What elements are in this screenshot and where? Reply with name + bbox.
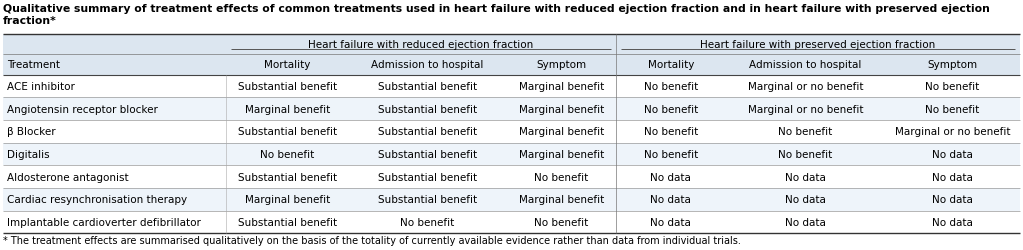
Bar <box>3 211 1020 233</box>
Text: Heart failure with reduced ejection fraction: Heart failure with reduced ejection frac… <box>308 40 533 50</box>
Text: No benefit: No benefit <box>260 149 314 159</box>
Text: No benefit: No benefit <box>779 149 833 159</box>
Bar <box>3 75 1020 98</box>
Text: No data: No data <box>651 172 692 182</box>
Bar <box>3 188 1020 211</box>
Bar <box>3 35 1020 55</box>
Text: Marginal benefit: Marginal benefit <box>519 194 604 204</box>
Text: Marginal benefit: Marginal benefit <box>519 104 604 114</box>
Text: Cardiac resynchronisation therapy: Cardiac resynchronisation therapy <box>7 194 187 204</box>
Text: Substantial benefit: Substantial benefit <box>379 127 477 137</box>
Text: Mortality: Mortality <box>648 60 694 70</box>
Text: Substantial benefit: Substantial benefit <box>237 127 337 137</box>
Text: Symptom: Symptom <box>536 60 586 70</box>
Text: Substantial benefit: Substantial benefit <box>379 172 477 182</box>
Text: No data: No data <box>651 217 692 227</box>
Text: Marginal or no benefit: Marginal or no benefit <box>748 104 863 114</box>
Text: No data: No data <box>785 194 826 204</box>
Text: Substantial benefit: Substantial benefit <box>237 217 337 227</box>
Text: Marginal benefit: Marginal benefit <box>519 127 604 137</box>
Text: ACE inhibitor: ACE inhibitor <box>7 82 75 92</box>
Text: No benefit: No benefit <box>534 172 588 182</box>
Text: Substantial benefit: Substantial benefit <box>379 149 477 159</box>
Text: Marginal benefit: Marginal benefit <box>244 104 329 114</box>
Text: Marginal benefit: Marginal benefit <box>519 149 604 159</box>
Text: No data: No data <box>932 149 973 159</box>
Text: Aldosterone antagonist: Aldosterone antagonist <box>7 172 129 182</box>
Text: Mortality: Mortality <box>264 60 310 70</box>
Text: No data: No data <box>785 217 826 227</box>
Text: No benefit: No benefit <box>643 149 698 159</box>
Text: Substantial benefit: Substantial benefit <box>237 172 337 182</box>
Text: Marginal or no benefit: Marginal or no benefit <box>748 82 863 92</box>
Text: β Blocker: β Blocker <box>7 127 56 137</box>
Text: Marginal benefit: Marginal benefit <box>244 194 329 204</box>
Text: Implantable cardioverter defibrillator: Implantable cardioverter defibrillator <box>7 217 202 227</box>
Bar <box>3 55 1020 75</box>
Text: Marginal benefit: Marginal benefit <box>519 82 604 92</box>
Text: No data: No data <box>932 172 973 182</box>
Text: No benefit: No benefit <box>643 82 698 92</box>
Text: Symptom: Symptom <box>928 60 978 70</box>
Text: No data: No data <box>932 217 973 227</box>
Text: No benefit: No benefit <box>400 217 455 227</box>
Text: No data: No data <box>651 194 692 204</box>
Text: No benefit: No benefit <box>534 217 588 227</box>
Text: Treatment: Treatment <box>7 60 60 70</box>
Text: Digitalis: Digitalis <box>7 149 50 159</box>
Text: No benefit: No benefit <box>779 127 833 137</box>
Text: Angiotensin receptor blocker: Angiotensin receptor blocker <box>7 104 158 114</box>
Text: Admission to hospital: Admission to hospital <box>749 60 861 70</box>
Text: Substantial benefit: Substantial benefit <box>379 82 477 92</box>
Bar <box>3 166 1020 188</box>
Text: No benefit: No benefit <box>643 127 698 137</box>
Text: No benefit: No benefit <box>643 104 698 114</box>
Text: Substantial benefit: Substantial benefit <box>379 194 477 204</box>
Text: Marginal or no benefit: Marginal or no benefit <box>895 127 1011 137</box>
Bar <box>3 120 1020 143</box>
Bar <box>3 98 1020 120</box>
Text: No benefit: No benefit <box>926 82 980 92</box>
Text: No benefit: No benefit <box>926 104 980 114</box>
Bar <box>3 143 1020 166</box>
Text: Admission to hospital: Admission to hospital <box>371 60 484 70</box>
Text: Substantial benefit: Substantial benefit <box>379 104 477 114</box>
Text: Heart failure with preserved ejection fraction: Heart failure with preserved ejection fr… <box>701 40 936 50</box>
Text: No data: No data <box>932 194 973 204</box>
Text: No data: No data <box>785 172 826 182</box>
Text: Substantial benefit: Substantial benefit <box>237 82 337 92</box>
Text: * The treatment effects are summarised qualitatively on the basis of the totalit: * The treatment effects are summarised q… <box>3 234 741 244</box>
Text: Qualitative summary of treatment effects of common treatments used in heart fail: Qualitative summary of treatment effects… <box>3 4 990 26</box>
